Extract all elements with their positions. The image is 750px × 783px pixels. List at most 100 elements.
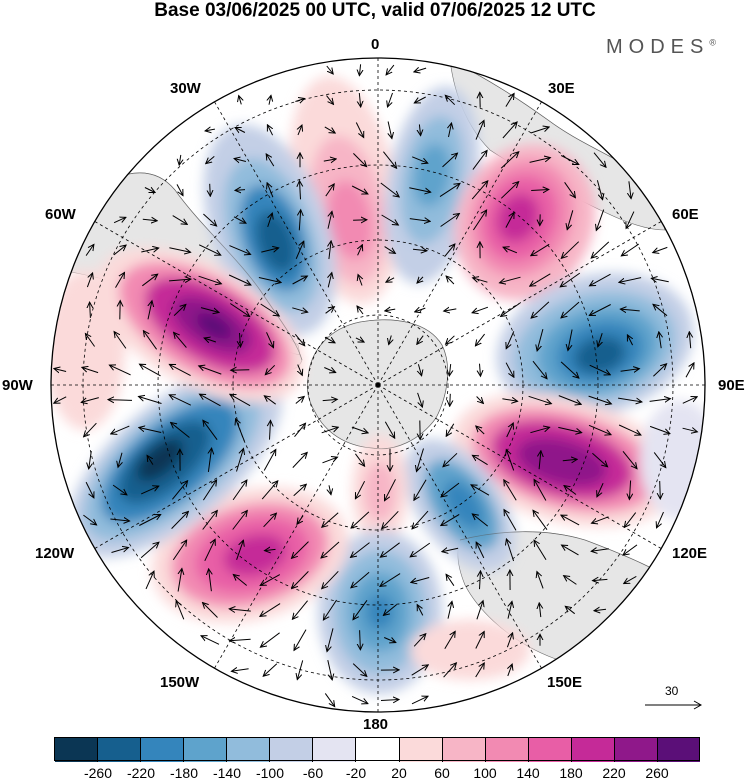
wind-arrow	[530, 427, 549, 434]
wind-arrow	[236, 449, 244, 472]
wind-arrow	[323, 599, 338, 620]
wind-arrow	[355, 480, 366, 499]
wind-arrow	[358, 275, 362, 286]
wind-arrow	[139, 428, 162, 433]
polar-map	[50, 57, 706, 713]
wind-arrow	[506, 450, 515, 471]
lon-label-180: 180	[363, 716, 389, 733]
wind-arrow	[267, 125, 272, 136]
wind-arrow	[534, 540, 547, 561]
wind-arrow	[54, 396, 67, 403]
wind-arrow	[203, 420, 218, 440]
wind-arrow	[532, 360, 547, 379]
wind-arrow	[472, 150, 487, 170]
wind-arrow	[627, 335, 632, 346]
map-title: Base 03/06/2025 00 UTC, valid 07/06/2025…	[154, 0, 596, 21]
lon-label-60w: 60W	[45, 206, 76, 223]
wind-arrow	[471, 485, 490, 496]
wind-arrow	[360, 630, 361, 650]
wind-arrow	[322, 570, 339, 588]
wind-arrow	[198, 244, 221, 255]
lon-label-120w: 120W	[35, 545, 75, 562]
wind-arrow	[659, 332, 661, 349]
wind-arrow	[113, 245, 126, 256]
colorbar-swatch	[657, 738, 700, 762]
wind-arrow	[292, 600, 308, 620]
wind-arrow	[300, 181, 301, 200]
wind-arrow	[359, 92, 360, 107]
wind-arrow	[620, 369, 640, 372]
wind-arrow	[446, 423, 455, 437]
wind-arrow	[649, 425, 670, 433]
wind-arrow	[322, 457, 338, 464]
wind-arrow	[83, 514, 96, 525]
wind-arrow	[531, 301, 550, 318]
wind-arrow	[199, 366, 222, 375]
wind-arrow	[258, 277, 281, 283]
wind-arrow	[294, 333, 304, 345]
wind-arrow	[412, 156, 428, 163]
wind-arrow	[592, 452, 607, 467]
wind-arrow	[324, 693, 334, 706]
wind-arrow	[351, 511, 370, 528]
wind-arrow	[139, 397, 162, 404]
wind-arrow	[353, 600, 368, 619]
wind-arrow	[203, 603, 218, 618]
wind-arrow	[629, 480, 630, 500]
colorbar-tick-label: 260	[645, 765, 669, 781]
wind-arrow	[292, 452, 307, 468]
lon-label-60e: 60E	[672, 206, 699, 223]
wind-arrow	[593, 152, 606, 168]
wind-arrow	[567, 210, 574, 229]
wind-arrow	[380, 700, 399, 701]
wind-arrow	[111, 548, 129, 553]
wind-arrow	[475, 632, 484, 649]
wind-arrow	[529, 158, 551, 163]
lon-label-90e: 90E	[718, 377, 745, 394]
wind-arrow	[589, 304, 611, 316]
wind-arrow	[506, 633, 512, 648]
wind-arrow	[323, 159, 336, 161]
brand-mark: ®	[709, 37, 716, 48]
wind-arrow	[472, 514, 489, 527]
colorbar-tick-label: 60	[434, 765, 450, 781]
wind-arrow	[229, 609, 251, 611]
colorbar-tick-label: -220	[126, 765, 156, 781]
wind-arrow	[228, 274, 251, 285]
wind-arrow	[471, 181, 488, 200]
wind-arrow	[263, 513, 277, 528]
wind-arrow	[412, 510, 429, 529]
wind-arrow	[653, 246, 668, 252]
wind-arrow	[539, 451, 541, 470]
wind-arrow	[267, 183, 274, 198]
wind-arrow	[235, 190, 246, 191]
wind-arrow	[597, 482, 604, 497]
wind-arrow	[89, 451, 92, 469]
wind-arrow	[419, 124, 420, 135]
wind-arrow	[653, 364, 666, 377]
wind-arrow	[293, 484, 307, 497]
wind-arrow	[564, 576, 577, 585]
wind-vectors	[54, 64, 698, 706]
wind-arrow	[108, 400, 133, 401]
wind-arrow	[685, 363, 694, 378]
wind-arrow	[321, 427, 339, 434]
wind-arrow	[594, 609, 607, 610]
wind-arrow	[178, 569, 182, 592]
wind-arrow	[85, 481, 94, 498]
wind-arrow	[653, 452, 666, 467]
wind-arrow	[294, 629, 307, 651]
wind-arrow	[383, 604, 397, 616]
colorbar-swatch	[227, 738, 271, 762]
wind-arrow	[504, 510, 517, 531]
wind-arrow	[504, 480, 517, 501]
wind-arrow	[232, 511, 248, 530]
colorbar-swatch	[485, 738, 529, 762]
map-border	[50, 57, 706, 713]
wind-arrow	[260, 303, 280, 316]
wind-arrow	[531, 190, 549, 191]
wind-arrow	[86, 273, 92, 288]
wind-arrow	[292, 308, 307, 312]
wind-arrow	[480, 571, 481, 590]
wind-arrow	[353, 153, 366, 166]
